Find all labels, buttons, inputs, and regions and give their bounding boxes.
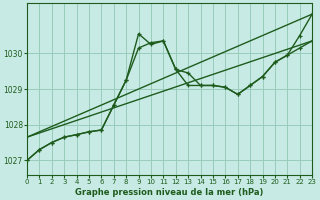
X-axis label: Graphe pression niveau de la mer (hPa): Graphe pression niveau de la mer (hPa) — [76, 188, 264, 197]
